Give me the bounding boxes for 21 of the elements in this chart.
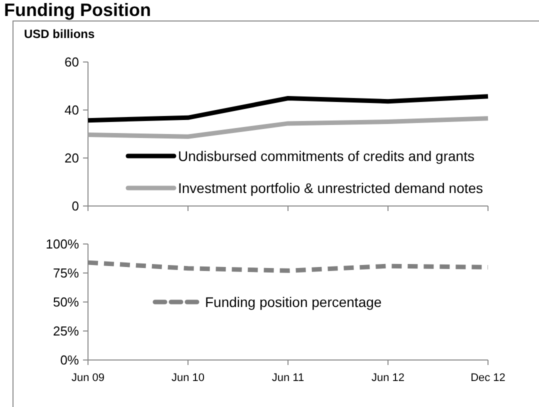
- y-axis-title: USD billions: [24, 27, 95, 41]
- y-tick-label: 40: [64, 102, 79, 118]
- line-series: [86, 94, 490, 123]
- x-tick-label: Jun 12: [371, 372, 405, 384]
- y-tick-label: 25%: [52, 324, 80, 339]
- legend-label: Investment portfolio & unrestricted demand notes: [178, 180, 484, 196]
- x-tick-label: Jun 11: [272, 372, 304, 384]
- y-tick-label: 0: [72, 198, 79, 214]
- x-tick-label: Jun 10: [171, 372, 205, 384]
- x-tick-label: Dec 12: [470, 372, 506, 384]
- line-series: [86, 116, 490, 139]
- chart-title: Funding Position: [4, 0, 151, 20]
- y-tick-label: 20: [64, 150, 79, 166]
- y-tick-label: 75%: [52, 266, 80, 281]
- y-tick-label: 50%: [52, 294, 80, 310]
- legend-label: Undisbursed commitments of credits and grants: [178, 148, 474, 164]
- x-tick-label: Jun 09: [71, 372, 105, 384]
- legend-label: Funding position percentage: [205, 294, 382, 310]
- y-tick-label: 0%: [60, 352, 80, 368]
- y-tick-label: 100%: [46, 236, 80, 252]
- y-tick-label: 60: [64, 54, 79, 70]
